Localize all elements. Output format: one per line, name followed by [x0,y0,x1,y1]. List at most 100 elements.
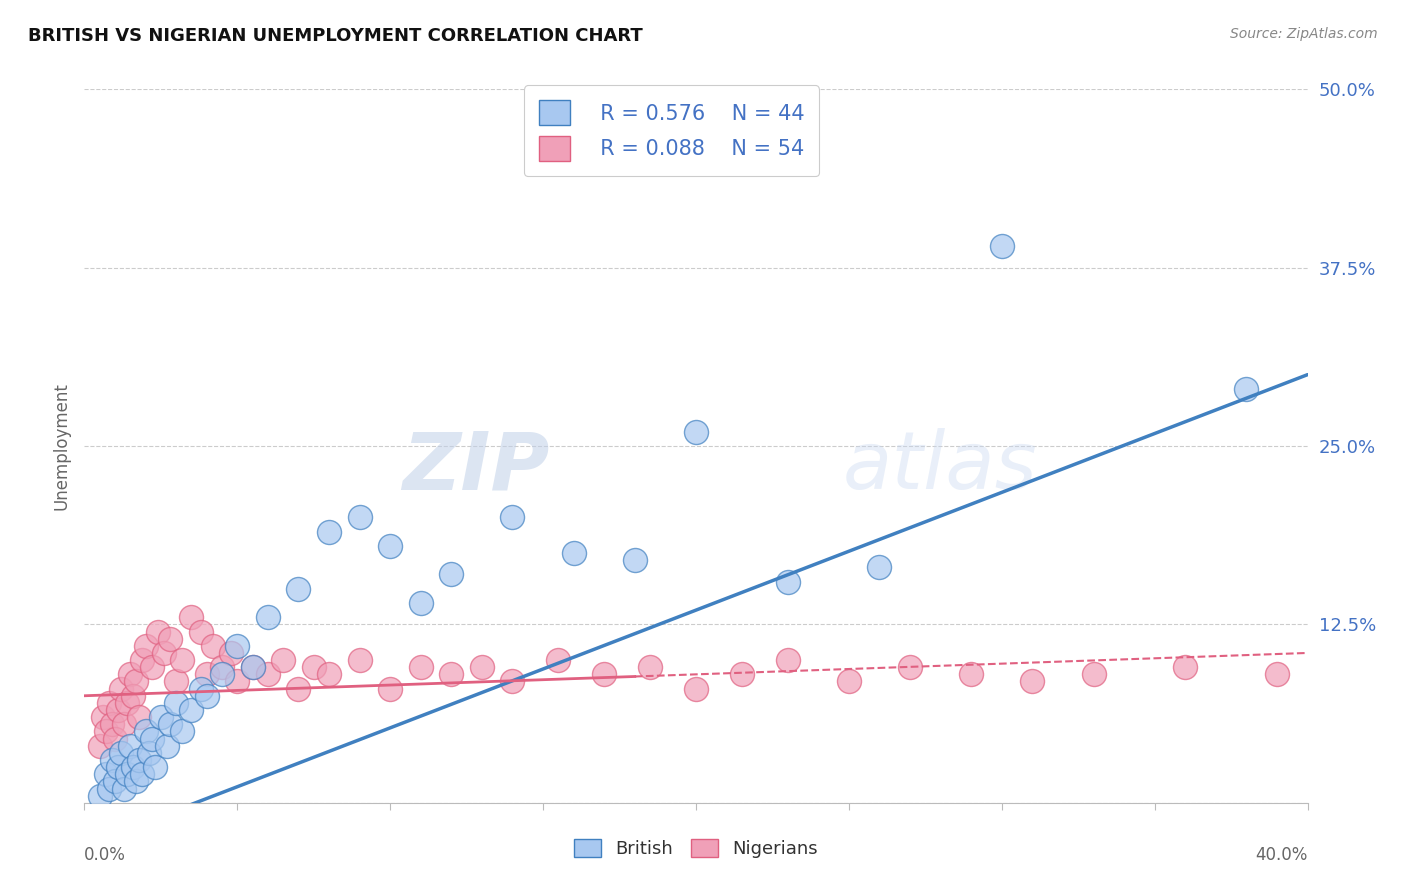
Point [122,689,145,703]
Point [159,632,181,646]
Point [380,681,402,696]
Point [128,753,150,767]
Point [112,717,135,731]
Point [97,696,120,710]
Point [287,681,309,696]
Point [318,524,340,539]
Point [242,660,264,674]
Point [685,681,707,696]
Point [172,653,194,667]
Point [120,667,142,681]
Point [165,674,187,689]
Point [115,696,138,710]
Point [101,717,124,731]
Point [156,739,179,753]
Point [593,667,616,681]
Point [104,774,127,789]
Legend: British, Nigerians: British, Nigerians [567,831,825,865]
Point [104,731,127,746]
Point [135,724,157,739]
Point [138,746,160,760]
Point [107,760,129,774]
Point [547,653,569,667]
Point [257,667,280,681]
Point [409,660,432,674]
Point [91,710,114,724]
Point [898,660,921,674]
Text: 40.0%: 40.0% [1256,846,1308,863]
Point [128,710,150,724]
Point [94,724,117,739]
Point [89,739,111,753]
Point [101,753,124,767]
Point [318,667,340,681]
Point [242,660,264,674]
Point [349,653,371,667]
Point [89,789,111,803]
Point [226,639,249,653]
Point [776,653,799,667]
Point [180,610,202,624]
Point [271,653,294,667]
Point [94,767,117,781]
Point [153,646,176,660]
Text: ZIP: ZIP [402,428,550,507]
Point [838,674,860,689]
Point [409,596,432,610]
Point [180,703,202,717]
Point [302,660,325,674]
Text: 0.0%: 0.0% [84,846,127,863]
Point [211,667,233,681]
Point [122,760,145,774]
Point [131,653,153,667]
Point [107,703,129,717]
Y-axis label: Unemployment: Unemployment [52,382,70,510]
Point [638,660,661,674]
Point [471,660,494,674]
Point [201,639,224,653]
Point [440,567,463,582]
Point [172,724,194,739]
Point [195,689,218,703]
Point [731,667,754,681]
Point [991,239,1014,253]
Point [1265,667,1288,681]
Point [110,746,132,760]
Point [120,739,142,753]
Point [110,681,132,696]
Point [287,582,309,596]
Point [219,646,242,660]
Point [149,710,172,724]
Point [1236,382,1258,396]
Point [141,731,163,746]
Point [226,674,249,689]
Text: BRITISH VS NIGERIAN UNEMPLOYMENT CORRELATION CHART: BRITISH VS NIGERIAN UNEMPLOYMENT CORRELA… [28,27,643,45]
Point [115,767,138,781]
Point [440,667,463,681]
Point [190,681,212,696]
Point [211,660,233,674]
Point [502,674,524,689]
Text: Source: ZipAtlas.com: Source: ZipAtlas.com [1230,27,1378,41]
Point [685,425,707,439]
Point [257,610,280,624]
Point [624,553,647,567]
Point [131,767,153,781]
Point [562,546,585,560]
Point [1083,667,1105,681]
Point [141,660,163,674]
Point [380,539,402,553]
Point [165,696,187,710]
Point [869,560,891,574]
Point [112,781,135,796]
Point [960,667,983,681]
Point [1174,660,1197,674]
Text: atlas: atlas [842,428,1038,507]
Point [1021,674,1043,689]
Point [143,760,166,774]
Point [195,667,218,681]
Point [776,574,799,589]
Point [135,639,157,653]
Point [349,510,371,524]
Point [125,674,148,689]
